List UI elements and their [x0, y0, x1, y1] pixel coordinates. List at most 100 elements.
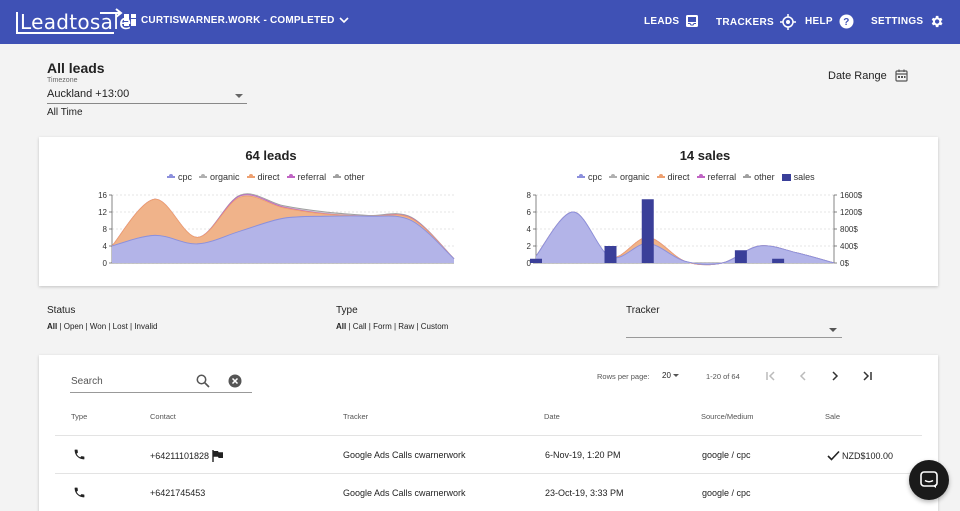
legend-label: direct [667, 172, 690, 182]
legend-item-organic[interactable]: organic [199, 172, 240, 182]
column-header-date[interactable]: Date [544, 412, 560, 421]
page-title: All leads [47, 60, 105, 76]
legend-item-other[interactable]: other [333, 172, 365, 182]
column-header-tracker[interactable]: Tracker [343, 412, 369, 421]
search-field[interactable]: Search [70, 373, 252, 393]
first-page-icon[interactable] [764, 369, 778, 383]
area-cpc [536, 211, 834, 265]
y-tick-label: 8 [527, 191, 532, 200]
source-cell: google / cpc [702, 450, 751, 460]
search-icon[interactable] [196, 374, 210, 388]
flag-icon [212, 450, 223, 462]
legend-item-referral[interactable]: referral [286, 172, 326, 182]
type-filter-label: Type [336, 305, 358, 316]
legend-marker [781, 173, 791, 181]
legend-label: organic [620, 172, 650, 182]
sales-bar [604, 246, 617, 263]
y-tick-label: 0 [103, 259, 108, 268]
timezone-label: Timezone [47, 77, 78, 84]
legend-item-sales[interactable]: sales [781, 172, 815, 182]
y2-tick-label: 1600$ [840, 191, 863, 200]
dashboard-grid-icon [124, 14, 136, 26]
legend-label: cpc [588, 172, 603, 182]
tracker-select[interactable] [626, 320, 842, 338]
legend-label: organic [210, 172, 240, 182]
legend-item-referral[interactable]: referral [696, 172, 737, 182]
column-header-type[interactable]: Type [71, 412, 88, 421]
sale-amount: NZD$100.00 [842, 450, 894, 461]
column-header-contact[interactable]: Contact [150, 412, 176, 421]
status-options-text: All | Open | Won | Lost | Invalid [47, 322, 158, 331]
legend-item-direct[interactable]: direct [246, 172, 280, 182]
column-header-source[interactable]: Source/Medium [701, 412, 754, 421]
type-options-text: All | Call | Form | Raw | Custom [336, 322, 449, 331]
brand-logo[interactable]: Leadtosale [16, 6, 131, 36]
dropdown-arrow-icon [829, 328, 837, 332]
legend-marker [609, 174, 618, 178]
y-tick-label: 0 [527, 259, 532, 268]
legend-label: sales [793, 172, 815, 182]
chat-icon [920, 471, 938, 488]
timezone-select[interactable]: Auckland +13:00 [47, 88, 247, 104]
sales-chart-title: 14 sales [679, 148, 731, 163]
contact-number: +64211101828 [150, 451, 209, 461]
project-selector[interactable]: CURTISWARNER.WORK - COMPLETED [124, 14, 349, 26]
legend-item-organic[interactable]: organic [609, 172, 650, 182]
legend-marker [246, 174, 255, 178]
clear-search-icon[interactable] [228, 374, 242, 388]
inbox-icon [686, 15, 699, 27]
next-page-icon[interactable] [828, 369, 842, 383]
filter-option-all[interactable]: All [336, 322, 347, 331]
legend-marker [167, 174, 175, 178]
y-tick-label: 12 [98, 208, 107, 217]
date-range-button[interactable]: Date Range [828, 69, 908, 82]
type-filter-options[interactable]: All | Call | Form | Raw | Custom [336, 322, 448, 331]
nav-trackers[interactable]: TRACKERS [716, 14, 796, 30]
chat-launcher-button[interactable] [909, 460, 949, 500]
table-row[interactable]: +6421745453 Google Ads Calls cwarnerwork… [55, 474, 922, 511]
table-header: Type Contact Tracker Date Source/Medium … [55, 403, 922, 436]
legend-item-other[interactable]: other [743, 172, 775, 182]
legend-label: other [754, 172, 775, 182]
nav-help[interactable]: HELP ? [805, 14, 854, 29]
nav-leads[interactable]: LEADS [644, 14, 699, 28]
table-row[interactable]: +64211101828 Google Ads Calls cwarnerwor… [55, 436, 922, 474]
phone-icon [73, 448, 86, 461]
legend-marker [286, 174, 295, 178]
previous-page-icon[interactable] [796, 369, 810, 383]
nav-settings[interactable]: SETTINGS [871, 14, 944, 29]
y-tick-label: 4 [527, 225, 532, 234]
area-cpc [112, 215, 454, 263]
filter-option-all[interactable]: All [47, 322, 58, 331]
legend-item-direct[interactable]: direct [656, 172, 690, 182]
legend-marker [743, 174, 752, 178]
status-filter-options[interactable]: All | Open | Won | Lost | Invalid [47, 322, 157, 331]
legend-item-cpc[interactable]: cpc [167, 172, 192, 182]
sales-bar [734, 250, 747, 263]
nav-settings-label: SETTINGS [871, 16, 924, 27]
column-header-sale[interactable]: Sale [825, 412, 841, 421]
status-filter-label: Status [47, 305, 76, 316]
y-tick-label: 16 [98, 191, 107, 200]
sales-combo-chart: 8 6 4 2 0 1600$ 1200$ 800$ 400$ 0$ [527, 191, 863, 268]
last-page-icon[interactable] [860, 369, 874, 383]
legend-marker [333, 174, 342, 178]
top-app-bar: Leadtosale CURTISWARNER.WORK - COMPLETED… [0, 0, 960, 44]
rows-per-page-select[interactable]: 20 [662, 371, 679, 380]
search-input[interactable]: Search [71, 376, 103, 387]
sales-bar [530, 258, 542, 263]
legend-marker [696, 174, 705, 178]
contact-cell: +6421745453 [150, 488, 206, 498]
timezone-value: Auckland +13:00 [47, 88, 130, 100]
period-label: All Time [47, 107, 83, 118]
tracker-cell: Google Ads Calls cwarnerwork [343, 488, 466, 498]
svg-text:?: ? [843, 17, 849, 28]
legend-label: cpc [178, 172, 193, 182]
legend-label: referral [707, 172, 737, 182]
y2-tick-label: 0$ [840, 259, 849, 268]
contact-cell: +64211101828 [150, 450, 224, 462]
nav-leads-label: LEADS [644, 15, 680, 27]
legend-item-cpc[interactable]: cpc [577, 172, 602, 182]
rows-per-page-label: Rows per page: [597, 372, 650, 381]
pagination-range: 1-20 of 64 [706, 372, 740, 381]
